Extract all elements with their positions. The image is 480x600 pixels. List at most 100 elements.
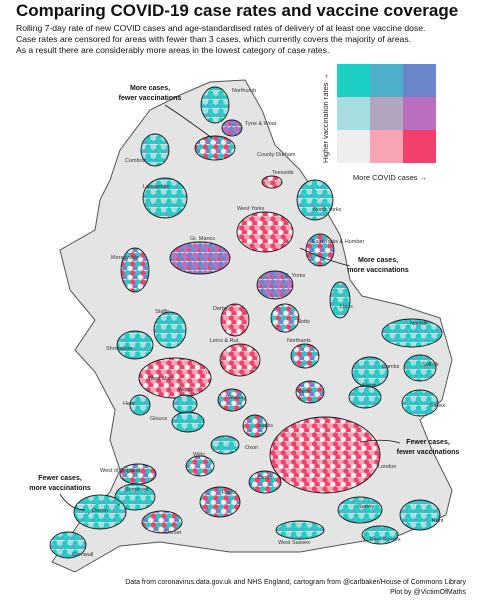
region-area [114, 483, 156, 511]
region-label: North Yorks [313, 207, 342, 213]
region-label: Lancashire [143, 184, 170, 190]
annotation: Fewer cases, [406, 439, 450, 446]
region-area [256, 270, 294, 300]
annotation: more vaccinations [29, 485, 91, 492]
subtitle: Case rates are censored for areas with f… [16, 34, 411, 44]
region-label: Gr. Mancs [190, 236, 215, 242]
legend-x-label: More COVID cases → [353, 173, 427, 182]
region-label: Staffs [155, 309, 169, 315]
region-label: Dorset [165, 530, 182, 536]
region-label: Gloucs [150, 416, 167, 422]
region-label: Essex [430, 403, 445, 409]
region-area [290, 343, 320, 369]
annotations: More cases, fewer vaccinations More case… [29, 85, 460, 511]
annotation: Fewer cases, [38, 475, 82, 482]
annotation: More cases, [358, 257, 398, 264]
region-label: Oxon [245, 445, 258, 451]
region-area [399, 499, 441, 531]
region-area [270, 303, 300, 333]
region-area [129, 394, 151, 416]
region-area [329, 281, 351, 319]
credit: Data from coronavirus.data.gov.uk and NH… [125, 579, 466, 586]
region-area [248, 470, 282, 494]
region-area [217, 388, 247, 412]
region-label: Bucks [258, 423, 273, 429]
region-area [116, 330, 154, 360]
region-area [194, 135, 236, 161]
region-label: S. Yorks [285, 273, 305, 279]
region-label: Warks [228, 395, 244, 401]
region-label: Here [123, 401, 135, 407]
region-label: Worcs [178, 387, 194, 393]
legend-swatch [370, 97, 403, 130]
region-label: Surrey [358, 504, 374, 510]
region-area [221, 119, 243, 137]
region-label: Tyne & Wear [245, 121, 277, 127]
leader-line [59, 493, 86, 511]
region-area [295, 380, 325, 404]
region-label: Somerset [125, 487, 149, 493]
legend-swatch [403, 130, 436, 163]
region-area [200, 86, 230, 124]
title: Comparing COVID-19 case rates and vaccin… [16, 1, 458, 20]
region-label: London [378, 464, 396, 470]
region-area [296, 179, 334, 221]
region-label: Derby [213, 306, 228, 312]
region-area [141, 510, 183, 534]
region-area [305, 233, 335, 267]
region-area [138, 357, 212, 399]
region-label: Wilts [193, 452, 205, 458]
region-label: Teesside [272, 170, 294, 176]
region-area [361, 525, 399, 545]
legend-swatch [370, 130, 403, 163]
region-area [242, 414, 268, 438]
region-label: Northants [287, 338, 311, 344]
leader-line [164, 104, 213, 139]
region-area [381, 318, 443, 348]
region-area [401, 389, 439, 417]
legend-y-label: Higher vaccination rates → [321, 73, 330, 163]
region-label: Herts [363, 383, 376, 389]
subtitle: As a result there are considerably more … [16, 45, 329, 55]
legend-swatch [337, 64, 370, 97]
annotation: More cases, [130, 85, 170, 92]
region-label: Kent [432, 518, 444, 524]
region-label: Cambs [382, 364, 400, 370]
region-area [142, 177, 188, 219]
legend-swatch [403, 97, 436, 130]
region-area [120, 247, 150, 293]
annotation: fewer vaccinations [119, 95, 182, 102]
region-label: Suffolk [422, 362, 439, 368]
region-label: Hants [222, 490, 237, 496]
legend: Higher vaccination rates → More COVID ca… [321, 64, 436, 182]
region-area [153, 311, 187, 349]
credit: Plot by @VictimOfMaths [390, 589, 466, 596]
annotation: fewer vaccinations [397, 449, 460, 456]
region-label: Devon [92, 508, 108, 514]
region-label: Notts [297, 319, 310, 325]
region-label: County Durham [257, 152, 296, 158]
region-label: Beds [298, 389, 311, 395]
region-area [199, 486, 241, 518]
region-area [220, 303, 250, 337]
region-area [172, 394, 198, 414]
region-label: Cornwall [72, 552, 93, 558]
region-label: West of England [100, 468, 140, 474]
region-label: Norfolk [410, 321, 428, 327]
region-label: Berks [258, 475, 272, 481]
region-label: Leics & Rut. [210, 338, 240, 344]
region-area [403, 354, 437, 382]
regions [49, 86, 443, 559]
legend-swatch [337, 97, 370, 130]
region-area [210, 435, 240, 455]
region-area [236, 211, 294, 253]
legend-swatch [403, 64, 436, 97]
region-area [49, 531, 87, 559]
region-label: Shropshire [106, 346, 133, 352]
region-label: East Sussex [370, 537, 401, 543]
region-area [337, 496, 383, 524]
region-label: Merseyside [111, 255, 139, 261]
leader-line [359, 439, 401, 444]
region-area [169, 241, 231, 275]
